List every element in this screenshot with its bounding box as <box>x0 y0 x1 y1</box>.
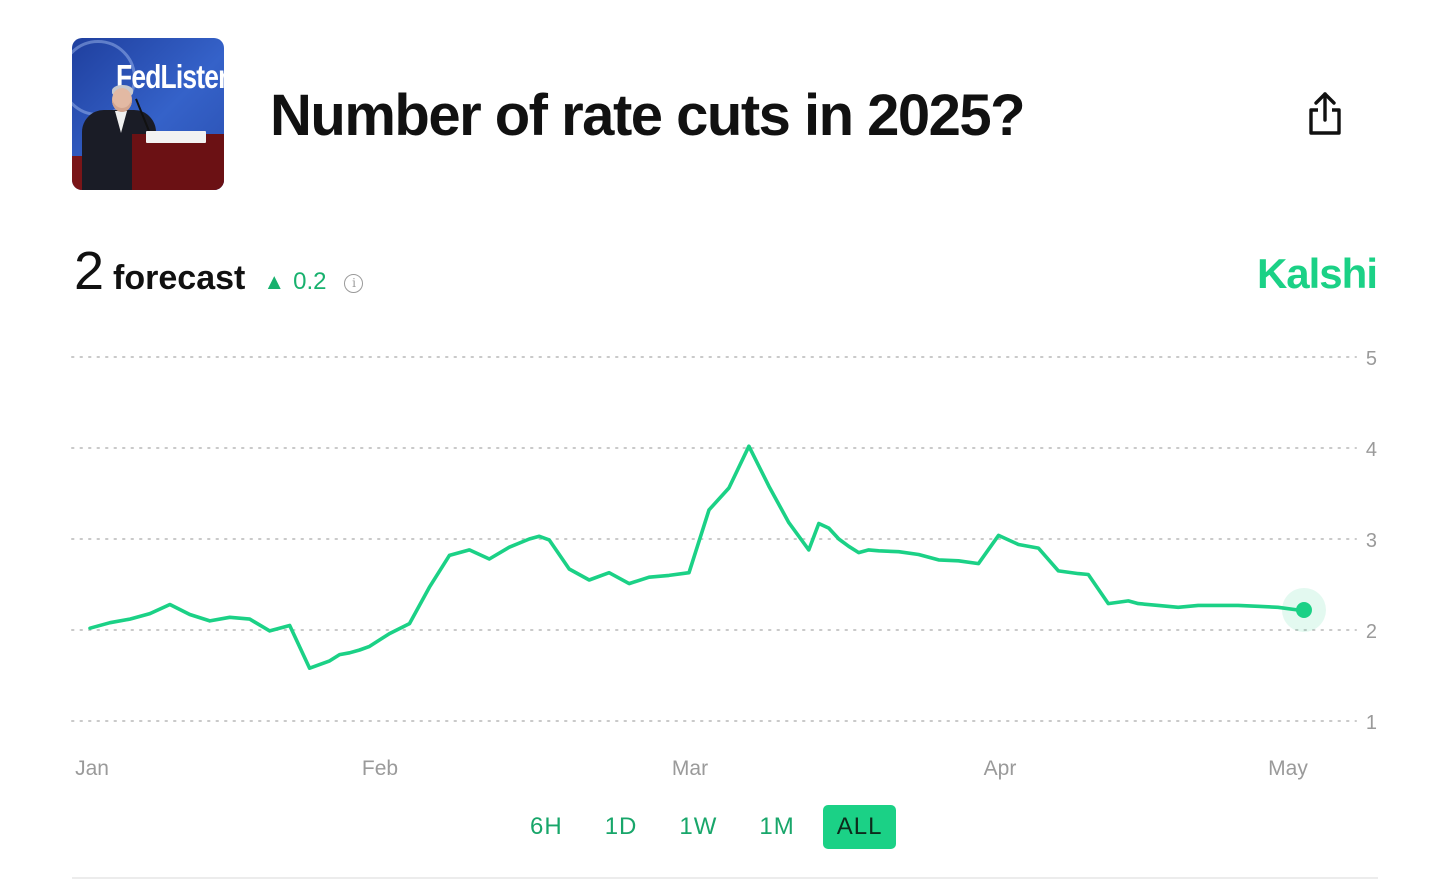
y-tick-label: 3 <box>1366 530 1377 552</box>
forecast-value: 2 <box>74 241 104 301</box>
podium <box>132 134 224 190</box>
speaker-head <box>112 88 132 112</box>
x-tick-label: Apr <box>984 757 1017 780</box>
x-tick-label: Mar <box>672 757 708 780</box>
forecast-change-value: 0.2 <box>293 268 327 295</box>
brand-logo: Kalshi <box>1256 250 1378 297</box>
market-thumbnail: FedListens <box>72 38 224 190</box>
last-point-marker <box>1295 601 1312 618</box>
x-tick-label: Jan <box>75 757 109 780</box>
tab-all[interactable]: ALL <box>822 805 897 849</box>
forecast-change: ▲ 0.2 <box>263 268 326 296</box>
share-button[interactable] <box>1304 90 1346 138</box>
forecast-label: forecast <box>113 259 246 297</box>
thumbnail-logo: FedListens <box>116 58 224 95</box>
forecast-summary: 2 forecast ▲ 0.2 i <box>74 241 364 304</box>
x-tick-label: Feb <box>362 757 398 780</box>
tab-6h[interactable]: 6H <box>530 813 563 840</box>
info-icon[interactable]: i <box>344 274 364 293</box>
triangle-up-icon: ▲ <box>263 269 286 294</box>
podium-plaque <box>146 131 206 143</box>
series-line <box>88 444 1300 670</box>
forecast-chart: 1 2 3 4 5 Jan Feb Mar Apr May <box>71 348 1377 780</box>
x-tick-label: May <box>1268 757 1308 780</box>
share-icon <box>1309 92 1341 135</box>
y-tick-label: 1 <box>1366 712 1377 734</box>
tab-1m[interactable]: 1M <box>759 813 795 840</box>
tab-1d[interactable]: 1D <box>604 813 638 840</box>
divider <box>72 877 1378 879</box>
tab-1w[interactable]: 1W <box>679 813 718 840</box>
y-tick-label: 2 <box>1366 621 1377 643</box>
page-title: Number of rate cuts in 2025? <box>270 83 1026 148</box>
time-range-tabs: 6H 1D 1W 1M ALL <box>516 805 897 851</box>
y-tick-label: 4 <box>1366 439 1377 461</box>
y-tick-label: 5 <box>1366 348 1377 370</box>
